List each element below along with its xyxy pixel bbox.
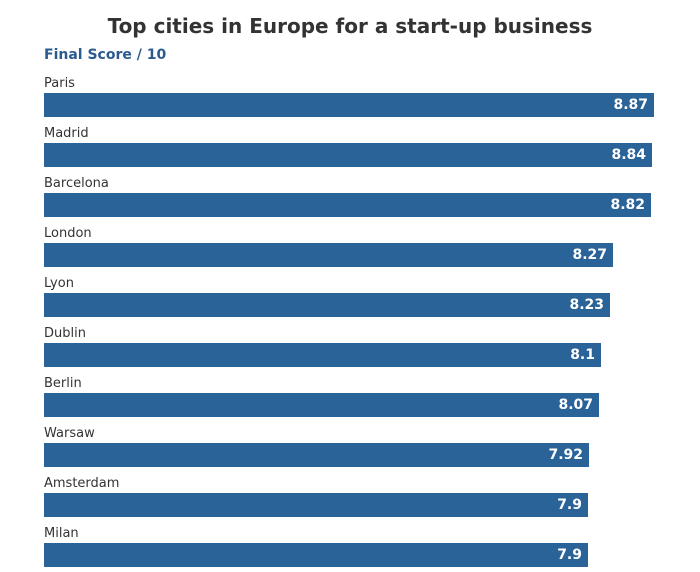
bar: 8.1 bbox=[44, 343, 601, 367]
bar-value-label: 8.27 bbox=[572, 247, 607, 263]
bar: 8.87 bbox=[44, 93, 654, 117]
bar-value-label: 7.9 bbox=[557, 497, 582, 513]
bar-row: Madrid 8.84 bbox=[44, 126, 684, 168]
bar-row: Lyon 8.23 bbox=[44, 276, 684, 318]
bar-row: Barcelona 8.82 bbox=[44, 176, 684, 218]
bar-category-label: Dublin bbox=[44, 326, 86, 341]
bar: 7.9 bbox=[44, 493, 588, 517]
bar: 8.82 bbox=[44, 193, 651, 217]
bar-category-label: Amsterdam bbox=[44, 476, 120, 491]
bar: 8.23 bbox=[44, 293, 610, 317]
bar-row: Paris 8.87 bbox=[44, 76, 684, 118]
bar-row: Dublin 8.1 bbox=[44, 326, 684, 368]
bar-row: London 8.27 bbox=[44, 226, 684, 268]
bar-value-label: 8.1 bbox=[570, 347, 595, 363]
bar-row: Berlin 8.07 bbox=[44, 376, 684, 418]
bar-category-label: Madrid bbox=[44, 126, 89, 141]
bar: 8.27 bbox=[44, 243, 613, 267]
bar-value-label: 8.82 bbox=[610, 197, 645, 213]
bar: 7.9 bbox=[44, 543, 588, 567]
bar-value-label: 8.84 bbox=[611, 147, 646, 163]
chart-subtitle: Final Score / 10 bbox=[44, 47, 167, 63]
bar-category-label: Berlin bbox=[44, 376, 82, 391]
bar-category-label: London bbox=[44, 226, 92, 241]
bar-value-label: 8.23 bbox=[569, 297, 604, 313]
bar-category-label: Warsaw bbox=[44, 426, 95, 441]
bar-category-label: Paris bbox=[44, 76, 75, 91]
bar-category-label: Lyon bbox=[44, 276, 74, 291]
bar-value-label: 8.87 bbox=[613, 97, 648, 113]
bar-category-label: Milan bbox=[44, 526, 79, 541]
bar: 8.84 bbox=[44, 143, 652, 167]
bar: 8.07 bbox=[44, 393, 599, 417]
bar-row: Milan 7.9 bbox=[44, 526, 684, 568]
chart-title: Top cities in Europe for a start-up busi… bbox=[107, 14, 593, 38]
bar-value-label: 7.9 bbox=[557, 547, 582, 563]
bar-value-label: 8.07 bbox=[558, 397, 593, 413]
bar-row: Amsterdam 7.9 bbox=[44, 476, 684, 518]
bar-row: Warsaw 7.92 bbox=[44, 426, 684, 468]
bar: 7.92 bbox=[44, 443, 589, 467]
bar-category-label: Barcelona bbox=[44, 176, 109, 191]
bar-value-label: 7.92 bbox=[548, 447, 583, 463]
